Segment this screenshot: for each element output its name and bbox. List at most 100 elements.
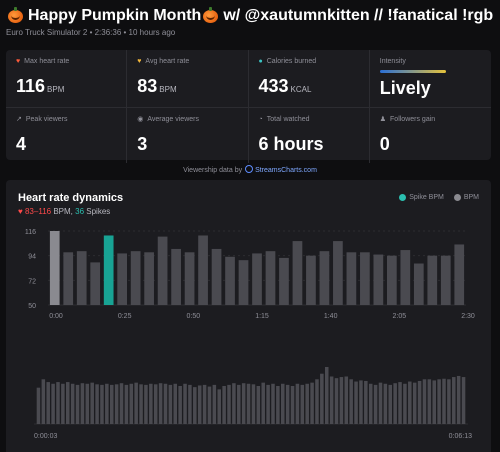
stat-value-wrap: 0 <box>380 134 481 155</box>
heart-rate-panel: Heart rate dynamics ♥ 83–116 BPM, 36 Spi… <box>6 180 491 452</box>
streamscharts-logo-icon <box>245 165 254 173</box>
legend-label: BPM <box>463 194 479 201</box>
stat-cell-avg-heart-rate: ♥ Avg heart rate 83 BPM <box>127 50 249 108</box>
viewer-bar <box>329 376 334 424</box>
viewer-bar <box>95 384 99 424</box>
x-tick-label: 0:25 <box>118 313 132 320</box>
x-tick-label: 1:15 <box>255 313 269 320</box>
viewer-bar <box>442 378 446 424</box>
viewer-bar <box>432 380 436 424</box>
stat-unit: KCAL <box>290 85 312 94</box>
stat-cell-followers-gain: ♟ Followers gain 0 <box>370 108 491 163</box>
stat-label-text: Avg heart rate <box>145 58 190 65</box>
heart-icon: ♥ <box>18 207 23 216</box>
viewer-bar <box>276 386 280 424</box>
stat-label: ♥ Max heart rate <box>16 58 116 65</box>
streamscharts-link[interactable]: StreamsCharts.com <box>255 167 317 174</box>
bpm-bar <box>238 260 249 305</box>
stat-label-text: Total watched <box>266 116 310 123</box>
viewer-bar <box>217 389 221 424</box>
bpm-bar <box>130 251 141 305</box>
viewer-bar <box>188 384 192 424</box>
bpm-bar <box>265 251 276 305</box>
legend-dot-icon <box>399 194 407 201</box>
viewer-bar <box>339 377 344 424</box>
viewer-bar <box>168 384 173 424</box>
viewer-bar <box>51 383 55 424</box>
viewer-bar <box>461 377 466 424</box>
viewer-bar <box>261 382 265 424</box>
spike-count: 36 <box>75 207 85 216</box>
viewer-bar <box>207 386 212 424</box>
viewer-bar <box>139 384 143 424</box>
viewer-bar <box>173 383 178 424</box>
viewership-credit: Viewership data by StreamsCharts.com <box>0 165 500 174</box>
stat-cell-total-watched: ◔ Total watched 6 hours <box>249 108 370 163</box>
bpm-bar <box>360 252 370 305</box>
viewer-bar <box>61 383 65 424</box>
stat-cell-max-heart-rate: ♥ Max heart rate 116 BPM <box>6 50 128 108</box>
viewer-bar <box>305 383 309 424</box>
stat-label: ● Calories burned <box>259 58 359 65</box>
bpm-bar <box>386 255 397 305</box>
legend-dot-icon <box>453 194 461 201</box>
viewer-bar <box>124 384 129 424</box>
spike-label: Spikes <box>86 207 111 216</box>
viewer-bar <box>354 381 358 424</box>
viewer-bar <box>163 383 168 424</box>
bpm-range: 83–116 <box>24 207 52 216</box>
viewer-bar <box>80 383 85 424</box>
y-tick-label: 94 <box>28 254 36 261</box>
x-tick-label: 1:40 <box>324 313 338 320</box>
viewer-bar <box>344 376 349 424</box>
y-tick-label: 116 <box>25 229 36 236</box>
viewer-bar <box>403 383 407 424</box>
bpm-bar <box>252 253 262 305</box>
stream-title-rest: w/ @xautumnkitten // !fanatical !rgb !su… <box>223 7 496 24</box>
legend-label: Spike BPM <box>409 194 444 201</box>
stat-unit: BPM <box>47 85 65 94</box>
stream-subtitle: Euro Truck Simulator 2 • 2:36:36 • 10 ho… <box>6 28 176 37</box>
x-tick-label: 0:00 <box>49 313 63 320</box>
viewer-bar <box>388 384 393 424</box>
viewer-bar <box>158 383 163 424</box>
stat-value: 6 hours <box>258 134 324 154</box>
viewer-bar <box>310 382 314 424</box>
legend-item[interactable]: Spike BPM <box>399 194 444 201</box>
viewer-bar <box>349 379 353 424</box>
viewer-bar <box>359 380 363 424</box>
stat-cell-intensity: Intensity Lively <box>369 50 491 108</box>
bpm-bar <box>184 252 195 305</box>
viewer-bar <box>241 383 246 424</box>
stat-label-text: Intensity <box>379 58 406 65</box>
trend-icon: ↗ <box>16 116 22 123</box>
viewer-bar <box>129 383 134 424</box>
viewer-bar <box>398 382 402 424</box>
bpm-bar <box>440 255 451 305</box>
bpm-bar <box>157 236 168 305</box>
stat-value-wrap: 4 <box>16 134 116 155</box>
viewer-bar <box>153 384 158 424</box>
stat-cell-calories-burned: ● Calories burned 433 KCAL <box>248 50 370 108</box>
bpm-bar <box>454 244 465 305</box>
legend-item[interactable]: BPM <box>453 194 479 201</box>
bpm-bar <box>198 235 208 305</box>
stats-grid: ♥ Max heart rate 116 BPM ♥ Avg heart rate 83 BP… <box>6 50 491 163</box>
panel-title: Heart rate dynamics <box>18 192 124 204</box>
viewer-bar <box>300 384 305 424</box>
intensity-gradient-bar <box>379 70 446 73</box>
bpm-bar <box>400 250 411 305</box>
viewer-bar <box>271 383 275 424</box>
stat-label: Intensity <box>380 58 481 65</box>
viewer-bar <box>144 384 148 424</box>
viewer-bar <box>408 381 412 424</box>
stat-value-wrap: 6 hours <box>259 134 359 155</box>
spike-bar <box>103 235 114 305</box>
bpm-bar <box>117 253 128 305</box>
viewer-bar <box>237 384 241 424</box>
bpm-bar <box>427 255 438 305</box>
stat-value: 4 <box>16 134 27 154</box>
viewer-bar <box>251 384 256 424</box>
stat-unit: BPM <box>159 85 177 94</box>
viewer-bar <box>412 382 417 424</box>
